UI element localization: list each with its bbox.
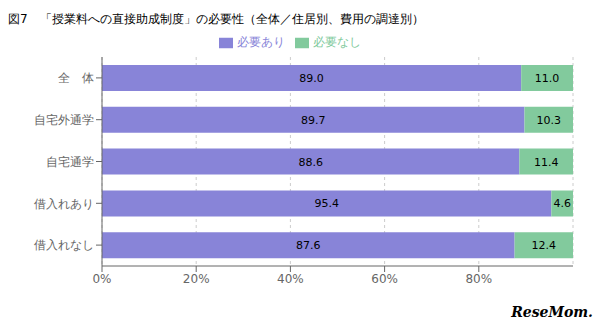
svg-text:自宅外通学: 自宅外通学 (34, 113, 94, 127)
html-text:ReseMom.: ReseMom. (511, 304, 593, 320)
svg-text:60%: 60% (371, 272, 398, 286)
svg-text:全 体: 全 体 (58, 71, 94, 85)
html-text:図7 「授業料への直接助成制度」の必要性（全体／住居別、費用: 図7 「授業料への直接助成制度」の必要性（全体／住居別、費用の調達別） (8, 12, 424, 26)
svg-text:11.0: 11.0 (535, 72, 560, 85)
svg-text:0%: 0% (92, 272, 111, 286)
svg-text:借入れなし: 借入れなし (34, 238, 94, 252)
svg-text:88.6: 88.6 (298, 156, 323, 169)
svg-text:40%: 40% (277, 272, 304, 286)
svg-text:87.6: 87.6 (296, 239, 321, 252)
svg-text:4.6: 4.6 (553, 197, 571, 210)
html-text:必要あり: 必要あり (236, 35, 285, 49)
svg-text:20%: 20% (183, 272, 210, 286)
svg-text:11.4: 11.4 (534, 156, 559, 169)
svg-text:12.4: 12.4 (532, 239, 557, 252)
svg-text:89.0: 89.0 (299, 72, 324, 85)
svg-text:借入れあり: 借入れあり (34, 197, 94, 211)
svg-text:89.7: 89.7 (301, 114, 326, 127)
svg-text:95.4: 95.4 (314, 197, 339, 210)
html-text:必要なし: 必要なし (312, 35, 361, 49)
svg-text:自宅通学: 自宅通学 (46, 155, 94, 169)
svg-text:80%: 80% (465, 272, 492, 286)
svg-text:10.3: 10.3 (536, 114, 561, 127)
